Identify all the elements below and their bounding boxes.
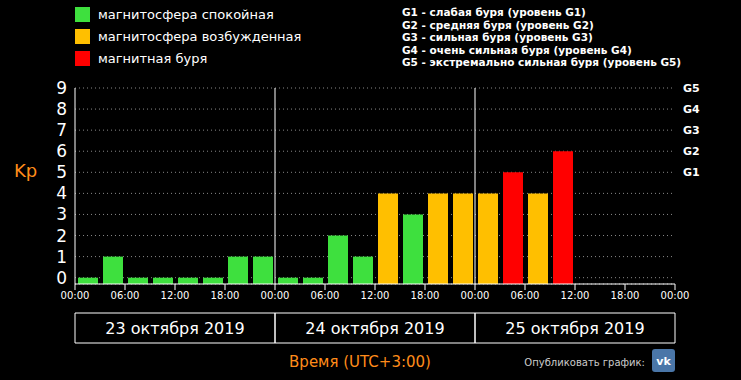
svg-text:18:00: 18:00 <box>211 290 240 301</box>
svg-text:24 октября 2019: 24 октября 2019 <box>305 319 444 338</box>
html-text:G3 - сильная буря (уровень G3): G3 - сильная буря (уровень G3) <box>402 31 593 43</box>
html-text:магнитная буря: магнитная буря <box>98 51 208 66</box>
svg-text:7: 7 <box>56 120 67 140</box>
svg-text:06:00: 06:00 <box>311 290 340 301</box>
svg-text:1: 1 <box>56 247 67 267</box>
svg-text:Время (UTC+3:00): Время (UTC+3:00) <box>289 353 431 371</box>
html-text:G2 - средняя буря (уровень G2): G2 - средняя буря (уровень G2) <box>402 18 594 31</box>
svg-text:3: 3 <box>56 204 67 224</box>
html-text:магнитосфера возбужденная: магнитосфера возбужденная <box>98 29 302 44</box>
html-text:магнитосфера спокойная: магнитосфера спокойная <box>98 7 274 22</box>
svg-text:06:00: 06:00 <box>511 290 540 301</box>
svg-text:12:00: 12:00 <box>161 290 190 301</box>
svg-text:23 октября 2019: 23 октября 2019 <box>105 319 244 338</box>
svg-text:vk: vk <box>656 355 671 368</box>
svg-text:6: 6 <box>56 141 67 161</box>
svg-text:8: 8 <box>56 99 67 119</box>
svg-text:18:00: 18:00 <box>411 290 440 301</box>
svg-text:2: 2 <box>56 226 67 246</box>
svg-text:Опубликовать график:: Опубликовать график: <box>524 357 645 368</box>
svg-text:12:00: 12:00 <box>561 290 590 301</box>
html-text:G4 - очень сильная буря (урове: G4 - очень сильная буря (уровень G4) <box>402 43 632 56</box>
svg-text:G5: G5 <box>683 82 700 95</box>
svg-text:4: 4 <box>56 183 67 203</box>
svg-text:06:00: 06:00 <box>111 290 140 301</box>
svg-text:25 октября 2019: 25 октября 2019 <box>505 319 644 338</box>
svg-text:0: 0 <box>56 268 67 288</box>
svg-text:12:00: 12:00 <box>361 290 390 301</box>
svg-text:5: 5 <box>56 162 67 182</box>
svg-text:9: 9 <box>56 78 67 98</box>
svg-text:00:00: 00:00 <box>261 290 290 301</box>
svg-text:G4: G4 <box>683 103 700 116</box>
html-text:G5 - экстремально сильная буря: G5 - экстремально сильная буря (уровень … <box>402 56 682 68</box>
html-text:G1 - слабая буря (уровень G1): G1 - слабая буря (уровень G1) <box>402 6 586 18</box>
svg-text:G1: G1 <box>683 166 700 179</box>
svg-text:00:00: 00:00 <box>661 290 690 301</box>
svg-text:00:00: 00:00 <box>61 290 90 301</box>
svg-text:G2: G2 <box>683 145 700 158</box>
svg-text:18:00: 18:00 <box>611 290 640 301</box>
svg-text:G3: G3 <box>683 124 700 137</box>
html-text:Kp: Kp <box>14 160 38 181</box>
svg-text:00:00: 00:00 <box>461 290 490 301</box>
